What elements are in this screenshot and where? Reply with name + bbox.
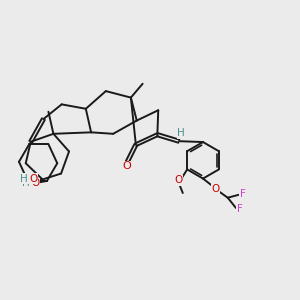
Text: O: O — [122, 161, 131, 172]
Text: O: O — [174, 175, 182, 185]
Text: F: F — [237, 204, 242, 214]
Text: H: H — [177, 128, 185, 138]
Text: H: H — [20, 174, 28, 184]
Text: O: O — [211, 184, 220, 194]
Text: O: O — [31, 178, 39, 188]
Text: O: O — [30, 174, 38, 184]
Text: H: H — [22, 178, 30, 188]
Text: F: F — [239, 189, 245, 199]
